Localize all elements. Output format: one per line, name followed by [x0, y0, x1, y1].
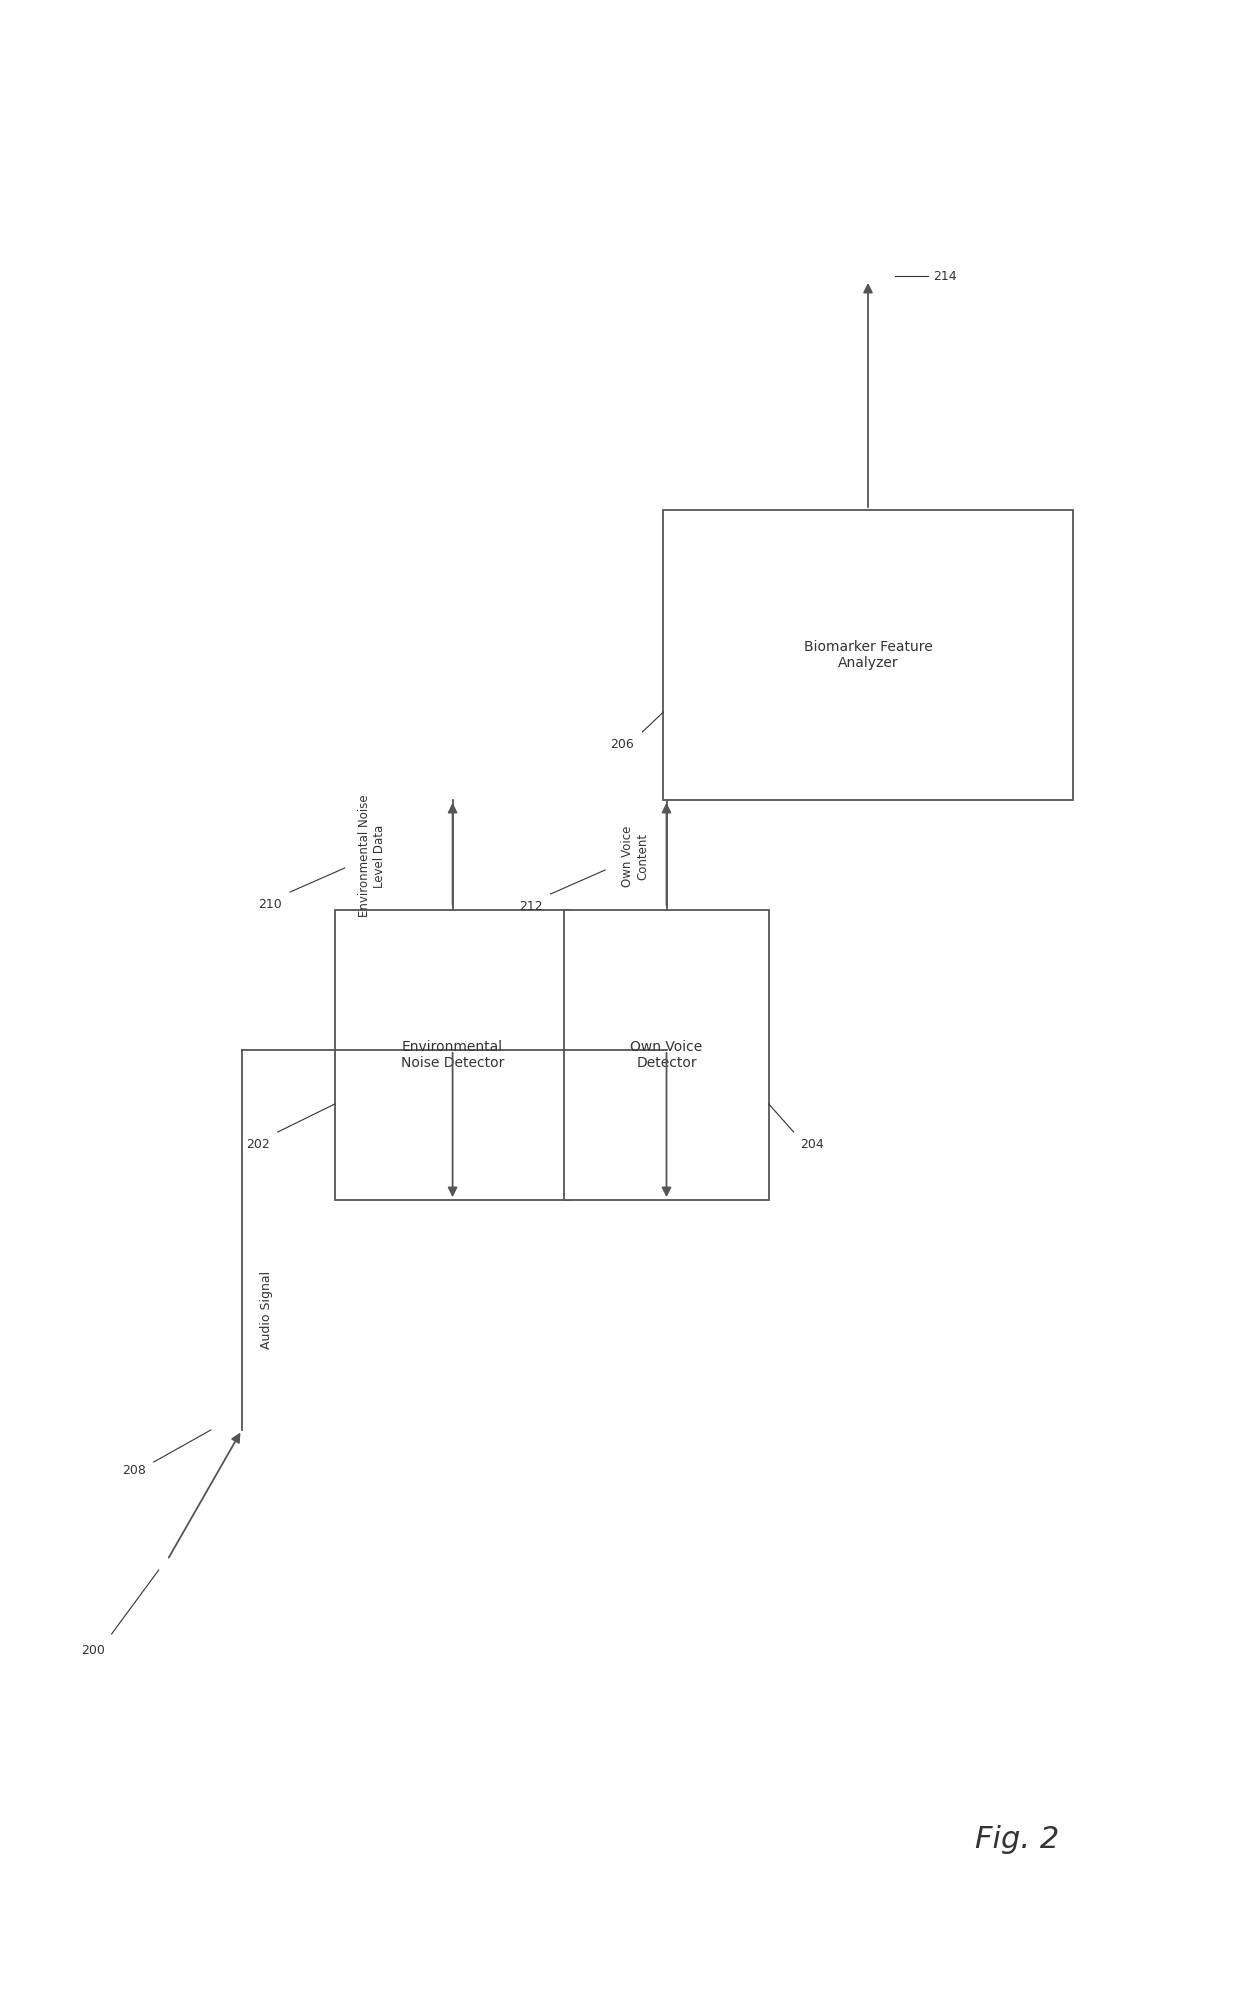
FancyBboxPatch shape [564, 910, 769, 1200]
Text: 210: 210 [258, 898, 283, 910]
Text: 212: 212 [518, 900, 543, 912]
Text: Own Voice
Detector: Own Voice Detector [630, 1040, 703, 1070]
Text: 200: 200 [81, 1644, 105, 1656]
Text: 214: 214 [932, 270, 957, 282]
Text: 208: 208 [122, 1464, 146, 1476]
Text: 206: 206 [610, 738, 635, 750]
Text: Fig. 2: Fig. 2 [975, 1826, 1059, 1854]
FancyBboxPatch shape [335, 910, 570, 1200]
Text: Audio Signal: Audio Signal [260, 1270, 273, 1350]
Text: Environmental Noise
Level Data: Environmental Noise Level Data [358, 794, 386, 918]
Text: 202: 202 [246, 1138, 270, 1150]
FancyBboxPatch shape [663, 510, 1073, 800]
Text: Own Voice
Content: Own Voice Content [621, 826, 649, 886]
Text: Biomarker Feature
Analyzer: Biomarker Feature Analyzer [804, 640, 932, 670]
Text: Environmental
Noise Detector: Environmental Noise Detector [401, 1040, 505, 1070]
Text: 204: 204 [800, 1138, 825, 1150]
